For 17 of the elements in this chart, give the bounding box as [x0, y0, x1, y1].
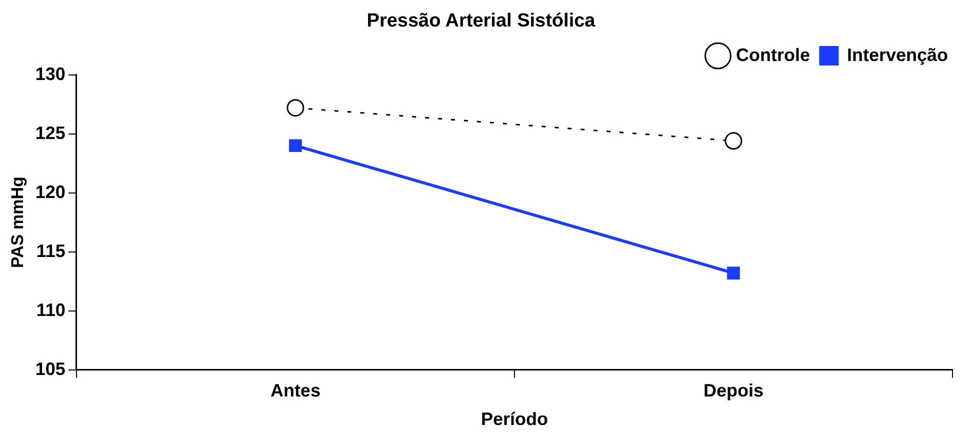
- y-tick-label: 105: [35, 358, 66, 379]
- point: [286, 99, 304, 117]
- y-tick-label: 110: [36, 300, 66, 320]
- y-tick-label: 130: [35, 64, 66, 84]
- legend-label: Intervenção: [846, 44, 948, 65]
- y-axis-title: PAS mmHg: [8, 176, 27, 268]
- y-tick-label: 115: [36, 240, 66, 261]
- x-axis-title: Período: [480, 409, 548, 430]
- legend-label: Controle: [736, 44, 810, 65]
- point: [289, 139, 302, 152]
- point: [724, 132, 742, 150]
- y-tick-label: 120: [35, 182, 66, 202]
- y-tick-label: 125: [35, 122, 66, 143]
- point: [727, 266, 740, 280]
- x-tick-label: Antes: [270, 380, 320, 401]
- x-tick-label: Depois: [703, 380, 764, 401]
- chart-title: Pressão Arterial Sistólica: [366, 10, 596, 32]
